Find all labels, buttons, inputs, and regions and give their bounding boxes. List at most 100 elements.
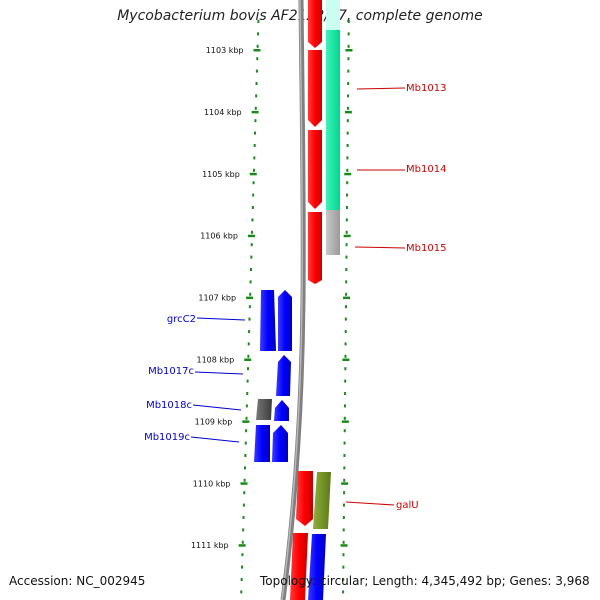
gene-label-mb1013[interactable]: Mb1013 [406, 83, 446, 94]
scale-dot [247, 342, 250, 346]
gene-label-mb1017c[interactable]: Mb1017c [148, 366, 194, 377]
scale-dot [344, 330, 347, 333]
gene-label-mb1019c[interactable]: Mb1019c [144, 432, 190, 443]
cds-dark-grey [256, 399, 272, 420]
scale-dot [243, 491, 246, 495]
kbp-tick [240, 482, 248, 485]
cds-forward [308, 50, 322, 127]
kbp-tick [242, 420, 250, 423]
scale-dot [343, 429, 346, 433]
kbp-tick-label: 1110 kbp [193, 479, 231, 488]
forward-cds-track [290, 0, 322, 600]
summary-label: Topology: circular; Length: 4,345,492 bp… [260, 574, 590, 588]
scale-dot [344, 342, 347, 346]
scale-dot [342, 590, 345, 594]
scale-dot [255, 94, 258, 98]
reverse-cds-track [254, 290, 292, 462]
scale-dot [243, 478, 246, 482]
dotted-scale-left [240, 20, 260, 594]
gene-label-grcc2[interactable]: grcC2 [167, 314, 196, 325]
scale-dot [342, 503, 345, 507]
scale-dot [343, 404, 346, 408]
gene-label-mb1018c[interactable]: Mb1018c [146, 400, 192, 411]
scale-dot [253, 156, 256, 160]
scale-dot [343, 478, 346, 482]
kbp-tick [345, 49, 353, 52]
genome-backbone [280, 0, 306, 600]
scale-dot [245, 416, 248, 420]
scale-dot [252, 181, 255, 185]
kbp-tick [253, 49, 261, 52]
scale-dot [249, 292, 252, 296]
scale-dot [257, 20, 260, 23]
scale-dot [254, 131, 257, 135]
kbp-tick-label: 1103 kbp [206, 46, 244, 55]
cds-reverse [260, 290, 276, 351]
scale-dot [248, 330, 251, 333]
scale-dot [343, 454, 346, 457]
scale-dot [244, 454, 247, 457]
scale-dot [345, 255, 348, 259]
scale-dot [344, 392, 347, 395]
scale-dot [346, 168, 349, 172]
gene-label-galu[interactable]: galU [396, 500, 419, 511]
scale-dot [347, 32, 350, 36]
cds-reverse [272, 425, 288, 462]
scale-dot [345, 218, 348, 222]
kbp-tick-label: 1107 kbp [198, 294, 236, 303]
scale-dot [342, 553, 345, 557]
scale-dot [241, 565, 244, 569]
kbp-tick [343, 296, 351, 300]
kbp-tick [342, 358, 350, 361]
gc-band-teal-top [326, 0, 340, 30]
kbp-tick [251, 110, 259, 114]
gene-label-mb1015[interactable]: Mb1015 [406, 243, 446, 254]
scale-dot [345, 243, 348, 247]
scale-dot [246, 367, 249, 371]
kbp-tick [341, 420, 349, 423]
kbp-tick-label: 1108 kbp [197, 356, 235, 365]
scale-dot [345, 292, 348, 296]
scale-dot [347, 69, 350, 73]
scale-dot [252, 168, 255, 172]
gene-label-mb1014[interactable]: Mb1014 [406, 164, 446, 175]
scale-dot [344, 354, 347, 358]
accession-label: Accession: NC_002945 [9, 574, 146, 588]
kbp-tick [340, 544, 348, 547]
scale-dot [252, 193, 255, 197]
kbp-tick [238, 544, 246, 547]
scale-dot [249, 280, 252, 284]
scale-dot [245, 404, 248, 408]
scale-dot [246, 392, 249, 395]
kbp-tick-label: 1106 kbp [200, 232, 238, 241]
reverse-gene-labels: grcC2 Mb1017c Mb1018c Mb1019c [144, 314, 246, 443]
scale-dot [251, 218, 254, 222]
scale-dot [346, 119, 349, 123]
scale-dot [240, 590, 243, 594]
cds-forward [296, 471, 313, 526]
kbp-tick [341, 482, 349, 485]
kbp-tick-label: 1104 kbp [204, 108, 242, 117]
kbp-tick [344, 172, 352, 176]
scale-dot [347, 94, 350, 98]
scale-dot [241, 553, 244, 557]
scale-dot [244, 466, 247, 470]
scale-dot [342, 528, 345, 532]
scale-dot [345, 206, 348, 209]
cds-forward [290, 533, 308, 600]
scale-dot [343, 466, 346, 470]
scale-dot [346, 193, 349, 197]
cds-reverse [274, 400, 289, 421]
scale-dot [256, 57, 259, 61]
scale-dot [342, 540, 345, 544]
scale-dot [346, 131, 349, 135]
scale-dot [253, 144, 256, 147]
cds-reverse [254, 425, 270, 462]
scale-dot [245, 429, 248, 433]
kbp-tick-label: 1111 kbp [191, 541, 229, 550]
kbp-tick [249, 172, 257, 176]
gc-band-teal [326, 28, 340, 210]
scale-dot [248, 305, 251, 309]
kbp-tick [247, 234, 255, 238]
